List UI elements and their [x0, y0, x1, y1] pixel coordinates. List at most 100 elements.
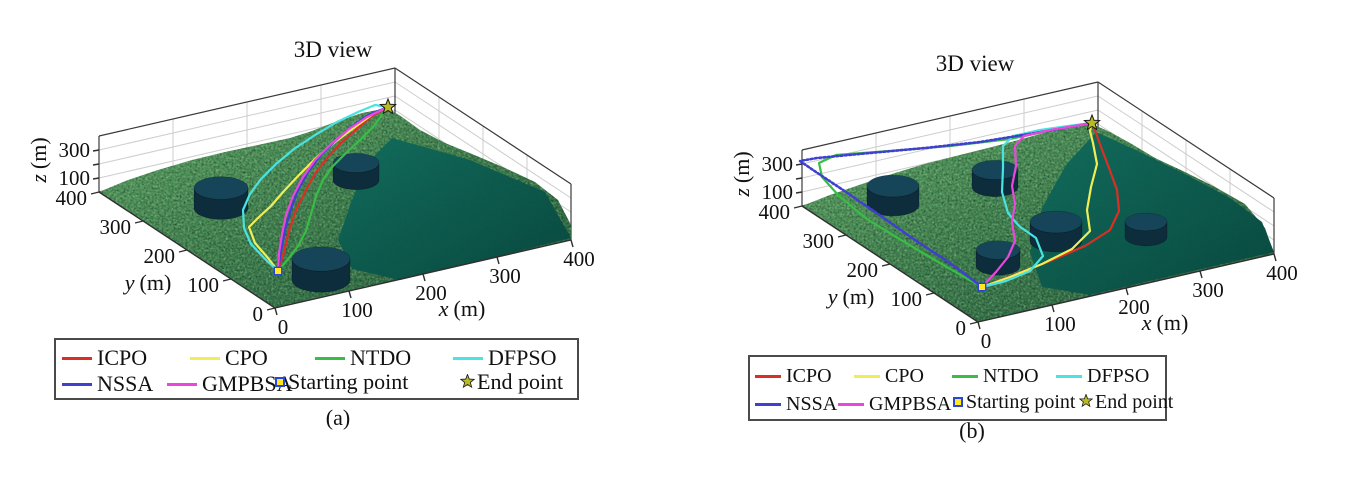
y-tick-label: 200 [144, 244, 176, 268]
legend-item-cpo: CPO [190, 347, 268, 369]
path-icpo [276, 105, 390, 273]
y-axis-label: y (m) [826, 284, 875, 309]
x-tick [1051, 304, 1055, 313]
legend-item-dfpso: DFPSO [1056, 366, 1149, 386]
y-axis-label-unit: (m) [843, 284, 875, 309]
y-tick [969, 321, 979, 325]
x-axis-label-unit: (m) [1157, 310, 1189, 335]
gmpbsa-line-swatch [838, 402, 864, 406]
legend-item-starting-point: Starting point [953, 392, 1075, 412]
obstacle-cylinder-top [193, 176, 249, 200]
plot-title: 3D view [936, 51, 1015, 76]
end-point-star-marker [379, 97, 397, 115]
y-tick [793, 205, 803, 209]
x-tick-label: 300 [1192, 278, 1224, 302]
y-axis-label-unit: (m) [140, 270, 172, 295]
y-tick-label: 200 [847, 258, 879, 282]
path-gmpbsa [276, 105, 390, 273]
y-axis-label-var: y [123, 270, 135, 295]
legend-label: CPO [885, 365, 924, 387]
legend-item-icpo: ICPO [62, 347, 147, 369]
obstacle-cylinder-top [866, 174, 920, 198]
legend-label: NTDO [983, 365, 1039, 387]
y-tick [266, 307, 276, 311]
starting-point-marker-icon [275, 377, 285, 387]
legend-label: CPO [225, 345, 268, 370]
grid-line [98, 95, 396, 165]
legend-item-nssa: NSSA [62, 373, 153, 395]
x-tick [348, 290, 352, 299]
y-tick-label: 0 [956, 316, 967, 340]
legend-label: ICPO [786, 365, 832, 387]
grid-line [1097, 95, 1275, 213]
y-tick-label: 400 [56, 186, 88, 210]
legend-label: NTDO [350, 345, 412, 370]
z-tick [92, 163, 100, 166]
x-tick-label: 100 [1044, 312, 1076, 336]
y-tick [837, 234, 847, 238]
grid-line [394, 81, 572, 199]
legend-label: Starting point [966, 391, 1076, 413]
y-tick [134, 220, 144, 224]
x-axis-label-var: x [1141, 310, 1152, 335]
path-ntdo [276, 105, 390, 273]
obstacle-cylinder-top [1124, 212, 1168, 232]
legend-item-gmpbsa: GMPBSA [167, 373, 292, 395]
x-tick-label: 0 [278, 315, 289, 339]
legend-panel-b: ICPO CPO NTDO DFPSO NSSA GMPBSA Starting… [748, 355, 1173, 421]
legend-panel-a: ICPO CPO NTDO DFPSO NSSA GMPBSA Starting… [54, 338, 579, 400]
x-tick [274, 307, 278, 316]
x-tick [570, 239, 574, 248]
legend-label: Starting point [288, 369, 409, 394]
x-axis-label: x (m) [1141, 310, 1189, 335]
legend-item-ntdo: NTDO [952, 366, 1039, 386]
starting-point-marker [273, 266, 283, 276]
z-tick-label: 100 [762, 180, 794, 204]
x-tick [977, 321, 981, 330]
nssa-line-swatch [62, 382, 92, 386]
box-edge [801, 81, 1099, 151]
z-axis-label: z (m) [26, 137, 51, 183]
ntdo-line-swatch [315, 356, 345, 360]
legend-label: GMPBSA [869, 393, 952, 415]
obstacle-cylinder-top [971, 160, 1019, 180]
legend-item-gmpbsa: GMPBSA [838, 394, 951, 414]
legend-item-starting-point: Starting point [275, 371, 408, 393]
cpo-line-swatch [854, 374, 880, 378]
grid-line [801, 95, 1099, 165]
starting-point-marker [977, 282, 987, 292]
z-axis-label-var: z [729, 188, 754, 198]
y-tick-label: 300 [100, 215, 132, 239]
y-axis-label-var: y [826, 284, 838, 309]
z-tick [795, 163, 803, 166]
flat-terrain-region [338, 138, 571, 280]
obstacle-cylinder-top [291, 246, 351, 272]
legend-item-icpo: ICPO [755, 366, 832, 386]
z-axis-label-var: z [26, 174, 51, 184]
end-point-star-icon [1078, 392, 1094, 412]
y-tick-label: 400 [759, 200, 791, 224]
y-tick [881, 263, 891, 267]
flat-terrain-region [1030, 132, 1274, 295]
y-tick-label: 300 [803, 229, 835, 253]
nssa-line-swatch [755, 402, 781, 406]
x-tick-label: 400 [563, 247, 595, 271]
starting-point-marker-icon [953, 397, 963, 407]
box-edge [98, 67, 396, 137]
z-tick [92, 177, 100, 180]
icpo-line-swatch [755, 374, 781, 378]
legend-label: End point [477, 369, 564, 394]
x-tick-label: 400 [1266, 261, 1298, 285]
path-dfpso [241, 103, 390, 273]
end-point-star-marker [1083, 113, 1101, 131]
legend-item-nssa: NSSA [755, 394, 837, 414]
y-axis-label: y (m) [123, 270, 172, 295]
legend-label: GMPBSA [202, 371, 293, 396]
x-tick-label: 200 [1118, 295, 1150, 319]
z-tick [795, 177, 803, 180]
z-tick-label: 100 [59, 166, 91, 190]
y-tick-label: 100 [891, 287, 923, 311]
